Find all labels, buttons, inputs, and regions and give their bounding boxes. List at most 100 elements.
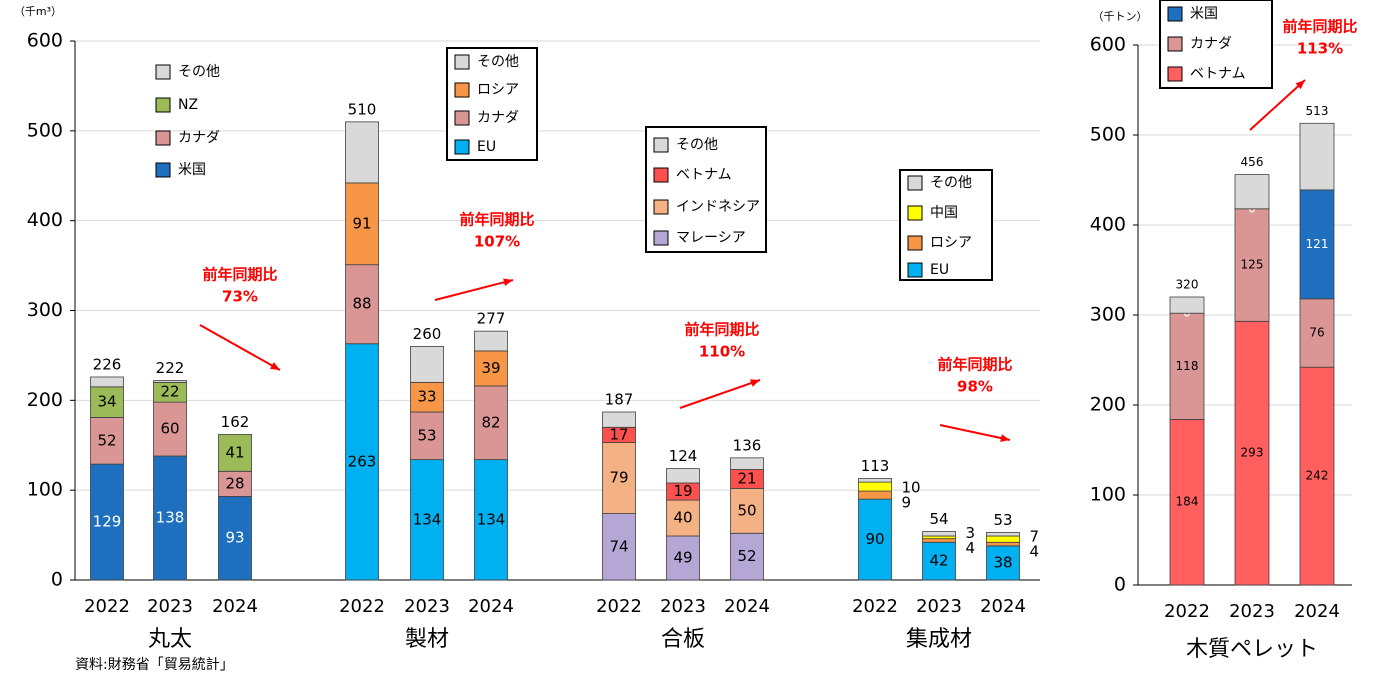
legend-label: ロシア: [930, 235, 972, 251]
bar-segment: [922, 531, 956, 537]
bar-segment: [90, 376, 124, 388]
bar-segment: [1234, 208, 1270, 322]
bar-segment: [858, 481, 892, 492]
legend-swatch: [1167, 6, 1183, 22]
legend-swatch: [454, 110, 470, 126]
bar-segment: [1234, 320, 1270, 586]
total-label: 113: [861, 457, 890, 475]
group-label: 合板: [661, 627, 705, 652]
value-label: 242: [1306, 469, 1329, 483]
legend-swatch: [653, 230, 669, 246]
y-tick-label: 100: [1090, 484, 1126, 506]
bar-segment: [410, 346, 444, 383]
value-label: 60: [160, 420, 179, 438]
bar-segment: [986, 531, 1020, 537]
bar-segment: [218, 434, 252, 472]
value-label: 9: [902, 494, 912, 512]
legend-swatch: [1167, 36, 1183, 52]
x-tick-label: 2022: [852, 596, 898, 617]
y-unit: （千m³）: [14, 5, 62, 18]
y-tick-label: 0: [51, 569, 63, 591]
legend-label: その他: [676, 137, 718, 153]
bar-segment: [602, 513, 636, 581]
source-note: 資料:財務省「貿易統計」: [75, 657, 234, 673]
value-label: 21: [737, 469, 756, 487]
value-label: 40: [673, 509, 692, 527]
x-tick-label: 2024: [1294, 601, 1340, 622]
value-label: 39: [481, 359, 500, 377]
value-label: 7: [1030, 528, 1040, 546]
value-label: 90: [865, 530, 884, 548]
legend-label: ベトナム: [1190, 66, 1246, 82]
annotation: 前年同期比: [202, 266, 277, 284]
total-label: 187: [605, 391, 634, 409]
bar-segment: [345, 121, 379, 184]
value-label: 22: [160, 383, 179, 401]
y-tick-label: 0: [1114, 574, 1126, 596]
bar-segment: [1169, 418, 1205, 586]
y-tick-label: 500: [27, 119, 63, 141]
bar-segment: [1169, 296, 1205, 314]
value-label: 125: [1241, 258, 1264, 272]
value-label: 129: [93, 513, 122, 531]
y-tick-label: 300: [27, 299, 63, 321]
total-label: 513: [1306, 104, 1329, 118]
bar-segment: [602, 411, 636, 428]
legend-label: NZ: [178, 97, 198, 113]
bar-segment: [474, 350, 508, 387]
annotation-arrowhead: [750, 379, 760, 387]
value-label: 34: [97, 393, 116, 411]
bar-segment: [1299, 298, 1335, 368]
y-tick-label: 500: [1090, 124, 1126, 146]
total-label: 136: [733, 436, 762, 454]
bar-segment: [730, 487, 764, 534]
legend-swatch: [907, 175, 923, 191]
bar-segment: [602, 442, 636, 514]
bar-segment: [1234, 174, 1270, 210]
value-label: 74: [609, 537, 628, 555]
x-tick-label: 2024: [212, 596, 258, 617]
total-label: 320: [1176, 278, 1199, 292]
bar-segment: [345, 343, 379, 581]
value-label: 184: [1176, 495, 1199, 509]
total-label: 510: [348, 100, 377, 118]
value-label: 17: [609, 425, 628, 443]
x-tick-label: 2022: [596, 596, 642, 617]
value-label: 134: [477, 510, 506, 528]
legend-label: EU: [930, 262, 949, 278]
total-label: 54: [929, 510, 948, 528]
legend-swatch: [1167, 66, 1183, 82]
y-unit: （千トン）: [1093, 10, 1148, 23]
x-tick-label: 2023: [404, 596, 450, 617]
annotation: 110%: [699, 343, 745, 361]
legend-label: カナダ: [178, 130, 220, 146]
value-label: 42: [929, 552, 948, 570]
value-label: 93: [225, 529, 244, 547]
x-tick-label: 2023: [147, 596, 193, 617]
value-label: 53: [417, 426, 436, 444]
x-tick-label: 2023: [660, 596, 706, 617]
value-label: 41: [225, 443, 244, 461]
value-label: 76: [1309, 326, 1324, 340]
legend-swatch: [907, 205, 923, 221]
legend-label: 中国: [930, 205, 958, 221]
x-tick-label: 2022: [339, 596, 385, 617]
legend-label: その他: [178, 64, 220, 80]
bar-segment: [666, 468, 700, 484]
value-label: 10: [902, 479, 921, 497]
y-tick-label: 600: [27, 30, 63, 52]
bar-segment: [1169, 312, 1205, 420]
annotation-arrow: [679, 379, 761, 409]
legend-swatch: [907, 262, 923, 278]
y-tick-label: 600: [1090, 34, 1126, 56]
bar-segment: [345, 264, 379, 345]
value-label: 3: [966, 524, 976, 542]
x-tick-label: 2024: [980, 596, 1026, 617]
value-label: 82: [481, 413, 500, 431]
annotation-arrow: [434, 279, 514, 301]
bar-segment: [474, 330, 508, 352]
x-tick-label: 2024: [724, 596, 770, 617]
group-label: 集成材: [906, 627, 972, 652]
value-label: 293: [1241, 446, 1264, 460]
bar-segment: [1299, 122, 1335, 191]
